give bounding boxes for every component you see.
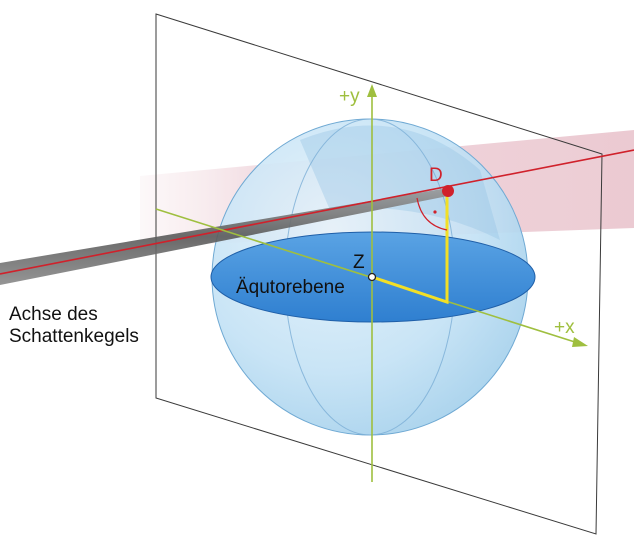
equator-label: Äqutorebene: [236, 277, 345, 298]
sphere-shading: [300, 125, 500, 240]
yellow-construction-lines: [371, 192, 449, 305]
point-d-label: D: [429, 165, 443, 186]
center-z-marker: [367, 272, 377, 282]
x-axis-label: +x: [554, 317, 575, 338]
center-z-label: Z: [353, 252, 365, 273]
x-axis-line: [155, 208, 579, 344]
x-axis-arrowhead: [572, 337, 588, 347]
right-angle-dot: [433, 210, 437, 214]
shadow-cone: [0, 188, 448, 285]
right-angle-arc: [416, 197, 448, 231]
y-axis-arrowhead: [367, 84, 377, 97]
shadow-axis-label-line1: Achse des: [9, 304, 98, 325]
y-axis-label: +y: [339, 86, 360, 107]
point-d-marker: [442, 185, 454, 197]
shadow-axis-line: [0, 149, 634, 275]
shadow-axis-label-line2: Schattenkegels: [9, 326, 139, 347]
